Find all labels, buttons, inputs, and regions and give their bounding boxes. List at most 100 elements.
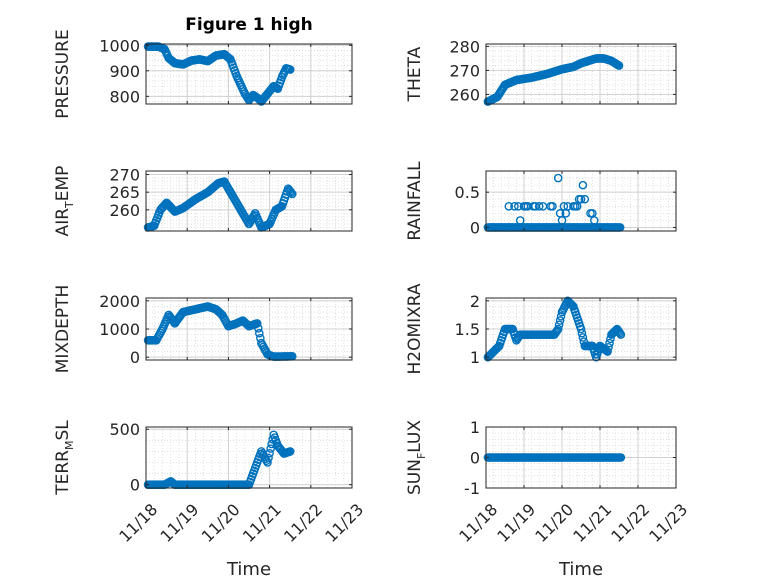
minor-grid [146, 170, 352, 232]
x-tick-label: 11/19 [156, 500, 202, 546]
y-tick-label: 1.5 [455, 320, 480, 339]
data-point [615, 328, 625, 338]
data-point [555, 316, 565, 325]
x-tick-label: 11/23 [321, 500, 367, 546]
panel-h2omixra: 1 1.5 2 H2OMIXRA [405, 283, 677, 375]
series-terr_msl [143, 430, 295, 489]
data-point [266, 444, 275, 453]
y-tick-label: 270 [109, 166, 140, 185]
panel-rainfall: 0 0.5 RAINFALL [405, 161, 677, 241]
y-axis-label: PRESSURE [53, 29, 73, 118]
data-point [285, 447, 295, 456]
x-tick-label: 11/18 [115, 500, 161, 546]
data-point [515, 216, 525, 225]
panel-pressure: 800 900 1000 PRESSURE Figure 1 high [53, 15, 353, 119]
series-air_temp [143, 177, 297, 232]
data-point [614, 61, 624, 70]
y-tick-label: 0 [470, 449, 480, 468]
data-point [264, 453, 273, 463]
y-axis-label: SUNFLUX [405, 420, 428, 495]
y-tick-label: 260 [449, 85, 480, 104]
data-point [578, 180, 588, 190]
data-point [577, 328, 587, 338]
minor-grid [486, 170, 676, 231]
axes-box [145, 43, 353, 105]
y-tick-label: 0.5 [455, 183, 480, 202]
x-tick-label: 11/23 [645, 500, 691, 546]
data-point [616, 330, 626, 339]
y-tick-label: 1 [470, 348, 480, 367]
x-tick-label: 11/19 [493, 500, 539, 546]
series-mixdepth [143, 302, 297, 361]
y-axis-label: TERRMSL [53, 420, 76, 496]
panel-theta: 260 270 280 THETA [405, 37, 677, 106]
y-axis-label: MIXDEPTH [53, 285, 73, 374]
y-tick-label: 500 [109, 420, 140, 439]
y-tick-label: 2 [470, 292, 480, 311]
y-tick-label: 265 [109, 183, 140, 202]
panel-terr_msl: 0 500 TERRMSL 11/1811/1911/2011/2111/2211/2… [53, 420, 367, 580]
panel-sun_flux: -1 0 1 SUNFLUX 11/1811/1911/2011/2111/2211/2… [405, 418, 691, 580]
data-point [285, 65, 295, 74]
y-tick-label: 270 [449, 61, 480, 80]
axes-box [485, 43, 677, 105]
y-axis-label: THETA [405, 46, 425, 102]
series-theta [483, 54, 624, 106]
data-point [553, 173, 563, 183]
y-tick-label: 1000 [99, 36, 140, 55]
data-point [252, 319, 262, 328]
data-point [287, 189, 297, 199]
data-point [534, 201, 544, 211]
minor-grid [486, 44, 676, 105]
y-tick-label: 800 [109, 87, 140, 106]
x-tick-label: 11/20 [531, 500, 577, 546]
data-point [576, 194, 586, 204]
y-axis-label: RAINFALL [405, 161, 425, 241]
data-point [263, 458, 272, 467]
y-axis-label: AIRTEMP [53, 166, 76, 237]
x-tick-label: 11/21 [569, 500, 615, 546]
y-tick-label: 1 [470, 418, 480, 437]
y-tick-label: 0 [130, 476, 140, 495]
data-point [580, 194, 590, 204]
data-point [578, 333, 588, 342]
axes-box [145, 426, 353, 489]
x-tick-label: 11/18 [455, 500, 501, 546]
y-tick-label: 280 [449, 37, 480, 56]
series-sun_flux [483, 453, 626, 462]
axes-box [145, 170, 353, 232]
x-tick-label: 11/22 [607, 500, 653, 546]
data-point [603, 347, 612, 356]
data-point [286, 188, 296, 197]
data-point [552, 326, 562, 335]
x-tick-label: 11/20 [198, 500, 244, 546]
panel-mixdepth: 0 1000 2000 MIXDEPTH [53, 285, 353, 374]
data-point [605, 338, 614, 348]
y-tick-label: 0 [130, 348, 140, 367]
x-axis-label: Time [226, 559, 271, 580]
series-h2omixra [483, 296, 626, 362]
data-point [557, 216, 567, 225]
data-point [504, 201, 514, 211]
major-grid [485, 44, 677, 104]
data-point [554, 320, 564, 330]
major-grid [145, 171, 353, 231]
y-tick-label: -1 [464, 479, 480, 498]
y-tick-label: 1000 [99, 320, 140, 339]
axes-box [485, 170, 677, 232]
series-rainfall [483, 173, 625, 232]
data-point [553, 324, 563, 334]
figure-title: Figure 1 high [185, 15, 313, 35]
y-tick-label: 900 [109, 62, 140, 81]
data-point [590, 216, 599, 225]
data-point [604, 343, 613, 352]
series-pressure [143, 42, 295, 106]
y-tick-label: 0 [470, 218, 480, 237]
data-point [254, 328, 264, 338]
data-point [576, 324, 586, 334]
data-point [265, 448, 274, 458]
data-point [548, 201, 557, 211]
data-point [253, 323, 263, 333]
